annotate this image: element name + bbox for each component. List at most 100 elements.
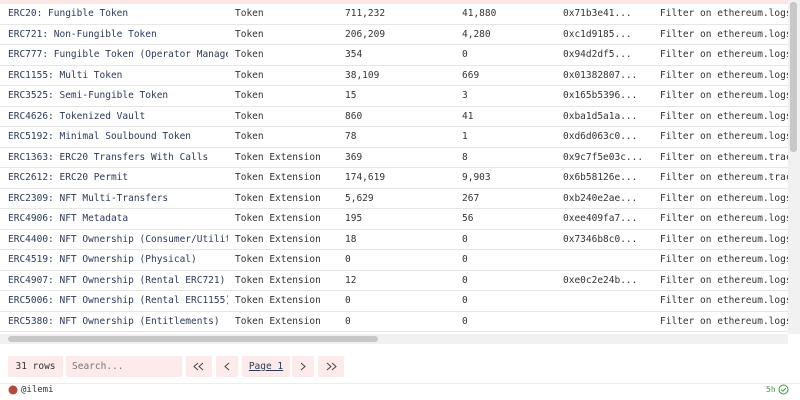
cell-count-a: 711,232 [345, 8, 386, 19]
cell-count-a: 38,109 [345, 69, 380, 81]
cell-count-b: 0 [462, 233, 468, 245]
cell-count-b: 0 [462, 49, 468, 60]
table-row: ERC5192: Minimal Soulbound Token Token 78 1… [0, 127, 788, 148]
cell-count-a: 195 [345, 213, 363, 224]
table-row: ERC2612: ERC20 Permit Token Extension 174,… [0, 168, 788, 189]
cell-address: 0xba1d5a1a... [563, 110, 638, 122]
cell-count-a: 5,629 [345, 192, 374, 204]
cell-filter: Filter on ethereum.logs t [660, 233, 788, 245]
table-row: ERC3525: Semi-Fungible Token Token 15 3 0x16… [0, 86, 788, 107]
cell-address: 0xe0c2e24b... [563, 274, 638, 286]
cell-name: ERC4519: NFT Ownership (Physical) [8, 254, 197, 265]
cell-category: Token Extension [235, 254, 321, 265]
cell-address: 0x7346b8c0... [563, 233, 638, 245]
cell-name: ERC1155: Multi Token [8, 69, 123, 81]
row-count: 31 rows [8, 356, 63, 377]
cell-category: Token [235, 131, 264, 142]
cell-name: ERC4400: NFT Ownership (Consumer/Utility… [8, 233, 228, 245]
cell-name: ERC2612: ERC20 Permit [8, 172, 129, 183]
avatar [8, 385, 18, 395]
table: ERC20: Fungible Token Token 711,232 41,880 0… [0, 4, 788, 332]
cell-name: ERC777: Fungible Token (Operator Managed… [8, 49, 228, 60]
cell-filter: Filter on ethereum.logs t [660, 213, 788, 224]
cell-name: ERC5192: Minimal Soulbound Token [8, 131, 192, 142]
cell-name: ERC3525: Semi-Fungible Token [8, 90, 169, 101]
v-thumb[interactable] [790, 2, 797, 152]
cell-count-a: 174,619 [345, 172, 386, 183]
cell-count-a: 860 [345, 110, 363, 122]
cell-category: Token Extension [235, 172, 321, 183]
cell-category: Token Extension [235, 274, 321, 286]
last-page[interactable] [318, 356, 344, 377]
cell-address: 0xee409fa7... [563, 213, 638, 224]
cell-count-a: 206,209 [345, 28, 386, 40]
cell-count-a: 369 [345, 151, 363, 163]
cell-count-a: 354 [345, 49, 363, 60]
cell-category: Token [235, 69, 264, 81]
cell-count-a: 18 [345, 233, 357, 245]
cell-filter: Filter on ethereum.logs t [660, 131, 788, 142]
cell-category: Token [235, 8, 264, 19]
cell-address: 0xd6d063c0... [563, 131, 638, 142]
cell-count-a: 0 [345, 315, 351, 327]
table-row: ERC20: Fungible Token Token 711,232 41,880 0… [0, 4, 788, 25]
time: 5h [766, 385, 776, 394]
cell-address: 0x9c7f5e03c... [563, 151, 644, 163]
v-scrollbar[interactable] [788, 0, 800, 334]
cell-category: Token [235, 110, 264, 122]
next-page[interactable] [292, 356, 314, 377]
table-row: ERC4626: Tokenized Vault Token 860 41 0xba1d… [0, 107, 788, 127]
row-edge [0, 0, 788, 4]
cell-count-b: 9,903 [462, 172, 491, 183]
table-row: ERC5380: NFT Ownership (Entitlements) Tok… [0, 312, 788, 332]
first-page[interactable] [186, 356, 212, 377]
cell-name: ERC4906: NFT Metadata [8, 213, 129, 224]
cell-address: 0xb240e2ae... [563, 192, 638, 204]
cell-filter: Filter on ethereum.logs t [660, 8, 788, 19]
cell-count-b: 669 [462, 69, 480, 81]
cell-address: 0x165b5396... [563, 90, 638, 101]
cell-category: Token Extension [235, 295, 321, 306]
table-row: ERC5006: NFT Ownership (Rental ERC1155) T… [0, 291, 788, 312]
user[interactable]: @ilemi [21, 385, 54, 395]
cell-name: ERC2309: NFT Multi-Transfers [8, 192, 169, 204]
cell-count-a: 15 [345, 90, 357, 101]
cell-count-b: 4,280 [462, 28, 491, 40]
cell-filter: Filter on ethereum.traces [660, 151, 788, 163]
cell-filter: Filter on ethereum.logs t [660, 49, 788, 60]
h-thumb[interactable] [8, 336, 378, 342]
prev-page[interactable] [216, 356, 238, 377]
cell-count-b: 8 [462, 151, 468, 163]
cell-address: 0x71b3e41... [563, 8, 632, 19]
cell-filter: Filter on ethereum.traces [660, 172, 788, 183]
cell-count-b: 0 [462, 295, 468, 306]
cell-count-a: 78 [345, 131, 357, 142]
h-scrollbar[interactable] [0, 334, 788, 344]
cell-name: ERC1363: ERC20 Transfers With Calls [8, 151, 209, 163]
cell-filter: Filter on ethereum.logs t [660, 254, 788, 265]
cell-count-b: 41 [462, 110, 474, 122]
table-row: ERC1363: ERC20 Transfers With Calls Token… [0, 148, 788, 168]
cell-count-b: 0 [462, 274, 468, 286]
cell-count-b: 56 [462, 213, 474, 224]
cell-name: ERC20: Fungible Token [8, 8, 129, 19]
cell-count-b: 1 [462, 131, 468, 142]
table-row: ERC2309: NFT Multi-Transfers Token Extens… [0, 189, 788, 209]
cell-count-b: 3 [462, 90, 468, 101]
cell-name: ERC4626: Tokenized Vault [8, 110, 146, 122]
cell-filter: Filter on ethereum.logs t [660, 295, 788, 306]
cell-filter: Filter on ethereum.logs t [660, 315, 788, 327]
search-input[interactable]: Search... [66, 356, 182, 377]
cell-category: Token [235, 28, 264, 40]
table-row: ERC4400: NFT Ownership (Consumer/Utility… [0, 230, 788, 250]
cell-name: ERC5006: NFT Ownership (Rental ERC1155) [8, 295, 228, 306]
cell-count-b: 41,880 [462, 8, 497, 19]
table-row: ERC1155: Multi Token Token 38,109 669 0x0138… [0, 66, 788, 86]
cell-category: Token Extension [235, 192, 321, 204]
cell-name: ERC721: Non-Fungible Token [8, 28, 157, 40]
cell-address: 0xc1d9185... [563, 28, 632, 40]
cell-count-b: 0 [462, 315, 468, 327]
page-number[interactable]: Page 1 [242, 356, 290, 377]
cell-name: ERC4907: NFT Ownership (Rental ERC721) [8, 274, 226, 286]
